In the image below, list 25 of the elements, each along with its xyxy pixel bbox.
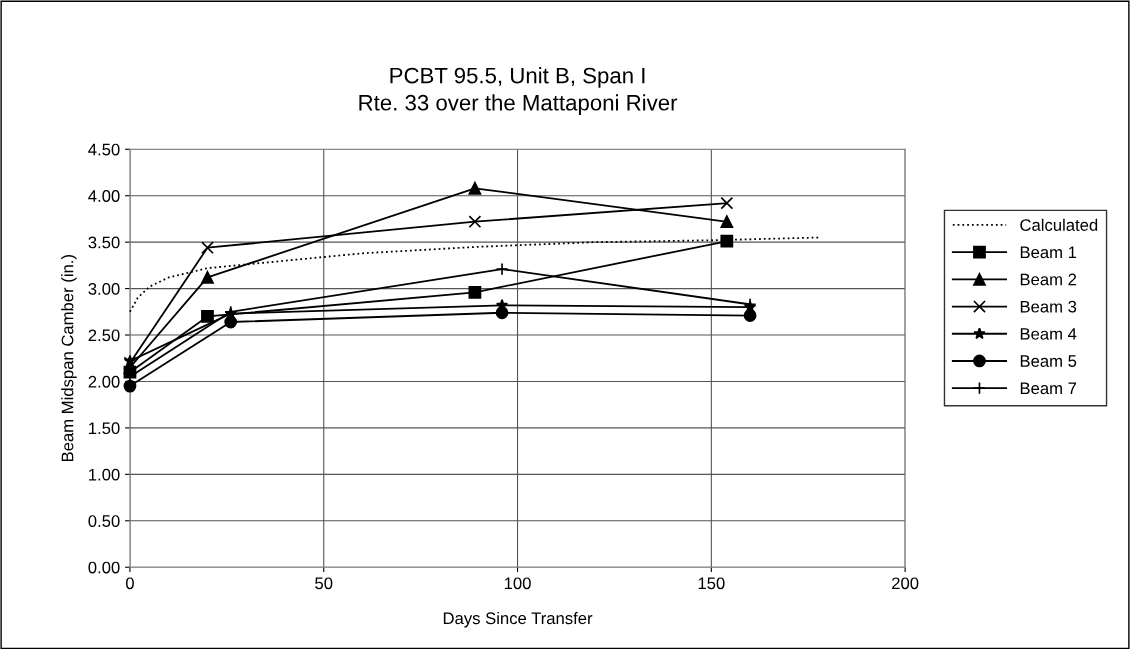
legend-label: Beam 3 bbox=[1020, 300, 1077, 313]
y-tick-label: 2.50 bbox=[88, 329, 120, 342]
chart-title: PCBT 95.5, Unit B, Span I Rte. 33 over the Mattaponi River bbox=[359, 67, 678, 115]
x-tick-label: 0 bbox=[125, 577, 134, 590]
legend-label: Beam 4 bbox=[1020, 328, 1077, 340]
x-tick-label: 100 bbox=[504, 577, 531, 590]
x-tick-label: 150 bbox=[698, 577, 725, 590]
y-axis-title: Beam Midspan Camber (in.) bbox=[61, 255, 77, 462]
y-tick-label: 4.50 bbox=[88, 143, 120, 156]
y-tick-label: 2.00 bbox=[88, 375, 120, 388]
legend-label: Beam 2 bbox=[1020, 273, 1077, 286]
y-tick-label: 4.00 bbox=[88, 190, 120, 202]
legend-label: Beam 1 bbox=[1020, 246, 1077, 259]
y-tick-label: 1.00 bbox=[89, 468, 120, 481]
y-tick-label: 3.50 bbox=[88, 236, 120, 249]
y-tick-label: 3.00 bbox=[88, 282, 120, 295]
y-tick-label: 0.50 bbox=[88, 515, 120, 527]
legend-label: Calculated bbox=[1020, 218, 1098, 231]
y-tick-label: 1.50 bbox=[89, 422, 120, 435]
y-tick-label: 0.00 bbox=[88, 561, 120, 574]
x-axis-title: Days Since Transfer bbox=[443, 611, 593, 628]
legend-label: Beam 5 bbox=[1020, 355, 1077, 367]
x-tick-label: 200 bbox=[892, 577, 919, 590]
x-tick-label: 50 bbox=[315, 577, 333, 590]
legend-label: Beam 7 bbox=[1020, 382, 1077, 395]
